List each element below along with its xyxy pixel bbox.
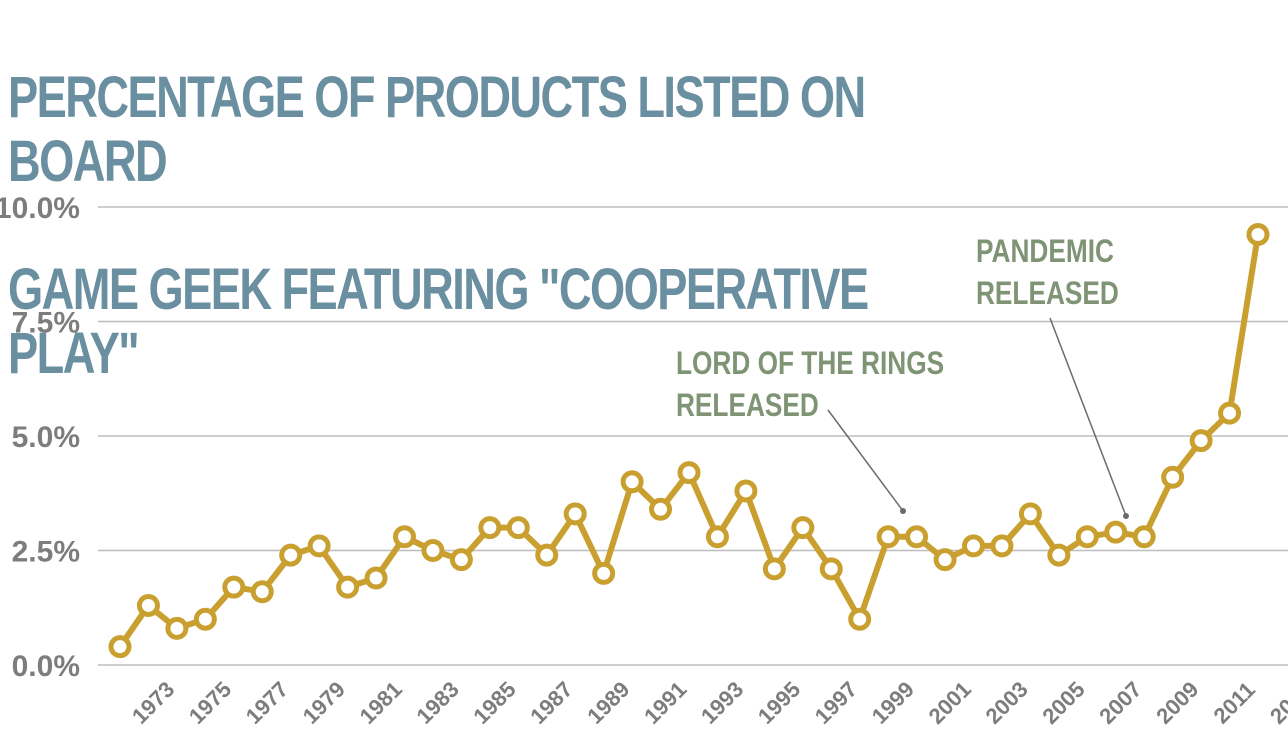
x-tick-label: 1973 — [127, 677, 179, 729]
annotation-leader-line — [1049, 317, 1127, 517]
annotation-label: LORD OF THE RINGS — [676, 347, 944, 382]
x-tick-label: 1981 — [355, 677, 407, 729]
data-point — [592, 561, 616, 585]
x-tick-label: 1999 — [867, 677, 919, 729]
chart-title-line-2: GAME GEEK FEATURING "COOPERATIVE PLAY" — [8, 257, 869, 386]
data-point — [705, 525, 729, 549]
x-tick-label: 2005 — [1037, 677, 1089, 729]
x-tick-label: 1985 — [468, 677, 520, 729]
data-point — [962, 534, 985, 558]
x-tick-label: 1983 — [412, 677, 464, 729]
data-point — [848, 607, 872, 631]
x-tick-label: 1975 — [184, 677, 236, 729]
data-point — [307, 534, 331, 558]
data-point — [1246, 222, 1270, 246]
data-point — [734, 479, 758, 503]
data-point — [791, 516, 815, 540]
chart-title: PERCENTAGE OF PRODUCTS LISTED ON BOARD G… — [8, 2, 999, 450]
x-tick-label: 1979 — [298, 677, 350, 729]
x-tick-label: 1991 — [639, 677, 691, 729]
data-point — [1132, 525, 1156, 549]
annotation-label: RELEASED — [676, 389, 819, 424]
data-point — [193, 607, 217, 631]
x-tick-label: 1995 — [753, 677, 805, 729]
x-tick-label: 1993 — [696, 677, 748, 729]
x-tick-label: 2011 — [1209, 677, 1260, 728]
x-tick-label: 1989 — [582, 677, 634, 729]
x-tick-label: 2009 — [1151, 677, 1203, 729]
data-point — [1104, 520, 1128, 544]
data-point — [990, 534, 1014, 558]
data-point — [535, 543, 559, 567]
annotation-label: RELEASED — [976, 277, 1119, 312]
y-tick-label: 0.0% — [12, 650, 80, 683]
data-point — [620, 470, 644, 494]
data-point — [393, 525, 416, 549]
data-point — [933, 548, 957, 572]
data-point — [449, 548, 473, 572]
annotation-dot — [900, 508, 906, 514]
data-point — [1161, 465, 1185, 489]
data-point — [677, 461, 701, 485]
data-point — [1047, 543, 1071, 567]
data-point — [279, 543, 303, 567]
data-point — [421, 539, 445, 562]
annotation-leader-line — [827, 409, 904, 512]
y-tick-label: 7.5% — [12, 307, 80, 340]
data-point — [1018, 502, 1042, 526]
data-point — [1218, 401, 1242, 425]
x-tick-label: 1987 — [525, 677, 577, 729]
data-point — [165, 616, 189, 640]
y-tick-label: 10.0% — [0, 192, 80, 225]
x-tick-label: 2003 — [981, 677, 1033, 729]
x-tick-label: 1997 — [810, 677, 862, 729]
data-point — [250, 580, 274, 604]
data-point — [222, 575, 246, 599]
x-tick-label: 2013 — [1265, 677, 1288, 729]
data-point — [762, 557, 786, 581]
x-tick-label: 2007 — [1094, 677, 1146, 729]
data-point — [649, 497, 673, 521]
x-tick-label: 1977 — [241, 677, 293, 729]
data-point — [876, 525, 900, 549]
data-point — [336, 575, 360, 599]
y-tick-label: 5.0% — [12, 421, 80, 454]
annotation-dot — [1123, 513, 1129, 519]
data-point — [819, 557, 843, 581]
chart-title-line-1: PERCENTAGE OF PRODUCTS LISTED ON BOARD — [8, 65, 866, 194]
data-point — [108, 635, 132, 659]
y-tick-label: 2.5% — [12, 536, 80, 569]
x-tick-label: 2001 — [924, 677, 976, 729]
data-point — [1075, 525, 1099, 549]
data-point — [1189, 429, 1213, 453]
data-point — [563, 502, 587, 526]
data-point — [364, 566, 388, 590]
data-point — [478, 516, 502, 540]
data-point — [136, 593, 160, 617]
data-point — [506, 516, 530, 540]
annotation-label: PANDEMIC — [976, 235, 1114, 270]
data-point — [905, 525, 929, 549]
